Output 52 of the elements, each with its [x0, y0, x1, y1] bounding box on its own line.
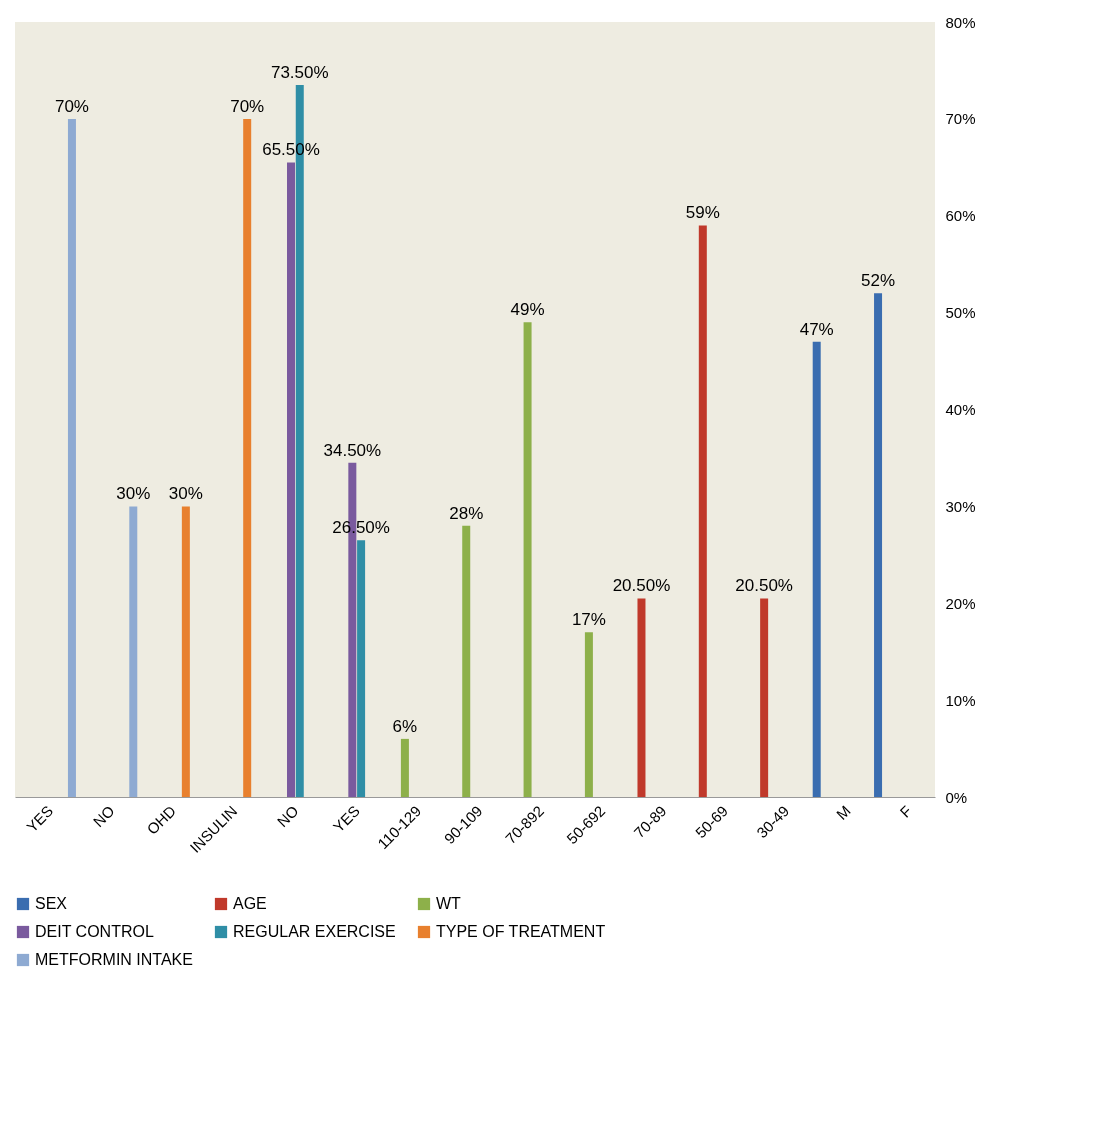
- bar: [812, 341, 821, 797]
- y-tick-label: 70%: [945, 110, 976, 128]
- data-label: 30%: [116, 484, 151, 504]
- data-label: 47%: [799, 319, 834, 339]
- x-tick-label: YES: [23, 802, 57, 836]
- legend-label: SEX: [35, 895, 68, 912]
- bar: [129, 506, 138, 797]
- data-label: 49%: [510, 300, 545, 320]
- legend-label: WT: [436, 895, 462, 912]
- y-tick-label: 0%: [945, 788, 968, 806]
- bar: [584, 632, 593, 797]
- data-label: 28%: [449, 503, 484, 523]
- y-tick-label: 30%: [945, 497, 976, 515]
- legend-label: METFORMIN INTAKE: [35, 951, 193, 968]
- bar: [523, 322, 532, 797]
- legend-label: TYPE OF TREATMENT: [436, 923, 606, 940]
- bar: [760, 598, 769, 797]
- data-label: 70%: [230, 96, 265, 116]
- bar: [698, 225, 707, 797]
- data-label: 73.50%: [270, 62, 329, 82]
- x-tick-label: YES: [329, 802, 363, 836]
- data-label: 6%: [392, 716, 418, 736]
- y-tick-label: 50%: [945, 304, 976, 322]
- data-label: 17%: [571, 610, 606, 630]
- bar: [67, 118, 76, 797]
- y-tick-label: 40%: [945, 401, 976, 418]
- data-label: 34.50%: [323, 440, 382, 460]
- data-label: 30%: [168, 484, 203, 504]
- x-tick-label: F: [896, 802, 915, 821]
- bar: [874, 293, 883, 797]
- bar: [243, 118, 252, 797]
- x-tick-label: NO: [89, 802, 118, 831]
- y-tick-label: 80%: [945, 13, 976, 31]
- bar: [287, 162, 295, 797]
- data-label: 59%: [685, 203, 720, 223]
- legend-label: REGULAR EXERCISE: [233, 923, 396, 940]
- bar: [357, 540, 366, 797]
- data-label: 70%: [54, 96, 89, 116]
- x-tick-label: NO: [273, 802, 302, 831]
- x-tick-label: M: [832, 802, 854, 823]
- data-label: 52%: [861, 271, 896, 291]
- y-tick-label: 60%: [945, 207, 976, 225]
- bar: [181, 506, 190, 797]
- bar: [637, 598, 646, 797]
- bar: [400, 738, 409, 797]
- y-tick-label: 10%: [945, 691, 976, 709]
- legend-label: DEIT CONTROL: [35, 923, 154, 940]
- data-label: 20.50%: [612, 576, 671, 596]
- data-label: 20.50%: [735, 576, 793, 596]
- bar: [462, 525, 471, 797]
- y-tick-label: 20%: [945, 594, 976, 612]
- legend-label: AGE: [233, 895, 267, 912]
